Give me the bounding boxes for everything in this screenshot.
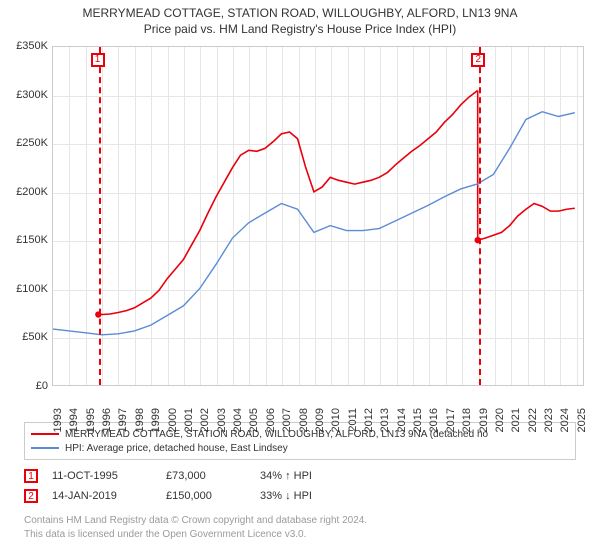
x-axis-label: 2003 [216,408,228,432]
x-axis-label: 2022 [527,408,539,432]
legend-item: HPI: Average price, detached house, East… [31,441,569,455]
x-axis-label: 2011 [347,408,359,432]
x-axis-label: 2024 [559,408,571,432]
x-axis-label: 2017 [445,408,457,432]
event-notes: 1 11-OCT-1995 £73,000 34% ↑ HPI 2 14-JAN… [24,466,576,506]
y-axis-label: £350K [8,40,48,52]
x-axis-label: 2015 [412,408,424,432]
note-delta: 34% ↑ HPI [260,470,312,482]
x-axis-label: 2012 [363,408,375,432]
chart-lines [53,47,583,385]
event-marker-icon: 2 [471,53,485,67]
footer-attribution: Contains HM Land Registry data © Crown c… [24,514,576,541]
y-axis-label: £150K [8,234,48,246]
event-marker-icon: 1 [91,53,105,67]
note-marker-icon: 1 [24,469,38,483]
note-price: £150,000 [166,490,246,502]
legend-text: HPI: Average price, detached house, East… [65,443,288,454]
x-axis-label: 1995 [85,408,97,432]
footer-line: Contains HM Land Registry data © Crown c… [24,514,576,528]
x-axis-label: 2001 [183,408,195,432]
x-axis-label: 2007 [281,408,293,432]
x-axis-label: 2019 [478,408,490,432]
y-axis-label: £200K [8,186,48,198]
x-axis-label: 1993 [52,408,64,432]
x-axis-label: 2010 [330,408,342,432]
x-axis-label: 2016 [428,408,440,432]
x-axis-label: 1996 [101,408,113,432]
y-axis-label: £100K [8,283,48,295]
x-axis-label: 2023 [543,408,555,432]
x-axis-label: 2021 [510,408,522,432]
x-axis-label: 2025 [576,408,588,432]
x-axis-label: 2020 [494,408,506,432]
x-axis-label: 2000 [167,408,179,432]
chart-title: MERRYMEAD COTTAGE, STATION ROAD, WILLOUG… [0,0,600,36]
title-line2: Price paid vs. HM Land Registry's House … [0,22,600,36]
note-price: £73,000 [166,470,246,482]
y-axis-label: £0 [8,380,48,392]
y-axis-label: £50K [8,331,48,343]
x-axis-label: 2013 [379,408,391,432]
chart: 12 £0£50K£100K£150K£200K£250K£300K£350K … [8,42,592,420]
x-axis-label: 1998 [134,408,146,432]
x-axis-label: 2014 [396,408,408,432]
footer-line: This data is licensed under the Open Gov… [24,528,576,542]
x-axis-label: 2008 [298,408,310,432]
note-row: 2 14-JAN-2019 £150,000 33% ↓ HPI [24,486,576,506]
y-axis-label: £300K [8,89,48,101]
x-axis-label: 2004 [232,408,244,432]
x-axis-label: 1997 [117,408,129,432]
x-axis-label: 1999 [150,408,162,432]
note-marker-icon: 2 [24,489,38,503]
x-axis-label: 2002 [199,408,211,432]
legend-swatch [31,447,59,449]
x-axis-label: 2006 [265,408,277,432]
x-axis-label: 2005 [248,408,260,432]
plot-area: 12 [52,46,584,386]
x-axis-label: 2009 [314,408,326,432]
note-row: 1 11-OCT-1995 £73,000 34% ↑ HPI [24,466,576,486]
title-line1: MERRYMEAD COTTAGE, STATION ROAD, WILLOUG… [0,6,600,20]
legend-swatch [31,433,59,435]
x-axis-label: 1994 [68,408,80,432]
note-date: 11-OCT-1995 [52,470,152,482]
y-axis-label: £250K [8,137,48,149]
x-axis-label: 2018 [461,408,473,432]
note-date: 14-JAN-2019 [52,490,152,502]
note-delta: 33% ↓ HPI [260,490,312,502]
